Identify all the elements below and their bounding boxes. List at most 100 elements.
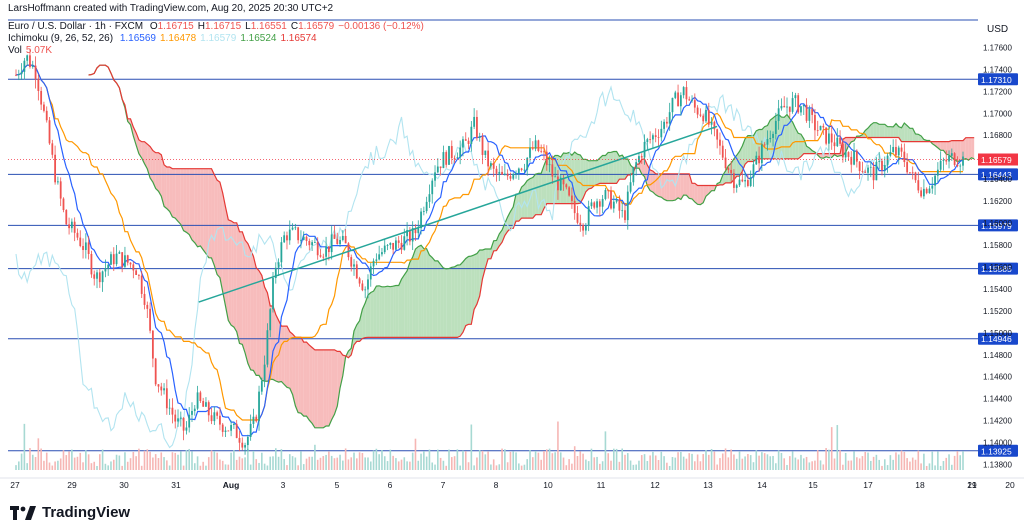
candle-body xyxy=(629,182,632,192)
volume-bar xyxy=(805,456,808,470)
candle-body xyxy=(241,442,244,448)
candle-body xyxy=(54,154,57,183)
volume-bar xyxy=(297,465,299,470)
volume-legend[interactable]: Vol 5.07K xyxy=(8,45,56,56)
candle-body xyxy=(934,175,936,186)
cloud-segment xyxy=(736,151,740,177)
candle-body xyxy=(733,173,735,188)
volume-bar xyxy=(364,457,366,470)
candle-body xyxy=(124,255,126,267)
cloud-segment xyxy=(884,124,888,138)
volume-bar xyxy=(858,458,861,470)
cloud-segment xyxy=(689,173,693,199)
candle-body xyxy=(956,164,959,167)
candle-body xyxy=(230,425,233,431)
volume-bar xyxy=(484,454,487,470)
volume-bar xyxy=(247,448,249,470)
candle-body xyxy=(582,225,584,231)
cloud-segment xyxy=(317,349,321,428)
volume-bar xyxy=(124,452,126,470)
candle-body xyxy=(149,308,151,331)
tradingview-brand[interactable]: TradingView xyxy=(10,504,130,521)
candle-body xyxy=(875,161,878,181)
candle-body xyxy=(202,400,205,407)
candle-body xyxy=(654,135,657,137)
candle-body xyxy=(118,252,121,254)
volume-bar xyxy=(48,462,51,470)
candle-body xyxy=(314,242,316,243)
candle-body xyxy=(646,139,649,142)
volume-bar xyxy=(775,463,777,470)
candle-body xyxy=(760,144,763,164)
volume-bar xyxy=(59,458,62,470)
cloud-segment xyxy=(172,168,176,219)
candle-body xyxy=(769,137,772,140)
ichimoku-legend[interactable]: Ichimoku (9, 26, 52, 26) 1.16569 1.16478 1… xyxy=(8,33,325,44)
x-tick-label: 6 xyxy=(388,480,393,490)
volume-bars xyxy=(15,421,964,470)
candle-body xyxy=(632,167,635,183)
candle-body xyxy=(498,171,501,174)
cloud-segment xyxy=(907,125,910,142)
candle-body xyxy=(612,201,615,209)
candle-body xyxy=(509,176,512,179)
volume-bar xyxy=(601,461,604,470)
volume-bar xyxy=(640,455,643,470)
volume-bar xyxy=(188,448,190,470)
candle-body xyxy=(607,190,610,191)
cloud-segment xyxy=(328,349,332,427)
candle-body xyxy=(800,106,802,113)
ichimoku-values: 1.16569 1.16478 1.16579 1.16524 1.16574 xyxy=(120,33,321,44)
cloud-segment xyxy=(516,193,519,222)
cloud-segment xyxy=(432,257,436,338)
cloud-segment xyxy=(256,267,260,376)
candle-body xyxy=(531,147,534,149)
cloud-segment xyxy=(482,249,486,279)
volume-bar xyxy=(434,464,436,470)
candle-body xyxy=(501,171,503,175)
volume-bar xyxy=(450,457,453,470)
x-tick-label: 21 xyxy=(967,480,977,490)
cloud-segment xyxy=(155,152,159,192)
cloud-segment xyxy=(429,254,433,338)
horizontal-levels: 1.17310 1.16443 1.15979 1.15585 1.14946 1.139… xyxy=(8,19,1018,457)
cloud-segment xyxy=(468,256,472,325)
candle-body xyxy=(98,272,101,283)
volume-bar xyxy=(129,458,132,470)
candle-body xyxy=(43,104,45,111)
volume-bar xyxy=(85,450,87,470)
candle-body xyxy=(579,222,582,226)
cloud-segment xyxy=(901,123,905,142)
candle-body xyxy=(26,55,29,61)
volume-bar xyxy=(478,450,481,470)
volume-bar xyxy=(115,454,118,470)
cloud-segment xyxy=(166,167,170,212)
volume-bar xyxy=(554,452,556,470)
volume-bar xyxy=(543,451,545,470)
cloud-segment xyxy=(334,349,338,415)
candle-body xyxy=(903,151,906,163)
candle-body xyxy=(375,259,378,261)
candle-body xyxy=(847,152,850,157)
volume-bar xyxy=(573,446,576,470)
x-tick-label: 19 xyxy=(967,480,977,490)
candle-body xyxy=(115,253,118,265)
volume-bar xyxy=(263,463,266,470)
candle-body xyxy=(693,100,696,108)
candle-body xyxy=(889,152,892,156)
volume-bar xyxy=(68,451,70,470)
volume-bar xyxy=(140,465,143,470)
volume-bar xyxy=(937,451,939,470)
cloud-segment xyxy=(504,216,508,236)
candle-body xyxy=(302,236,305,240)
volume-bar xyxy=(403,457,406,470)
volume-bar xyxy=(794,457,797,470)
volume-bar xyxy=(219,459,221,470)
candle-body xyxy=(897,147,900,156)
candle-body xyxy=(621,210,624,212)
volume-bar xyxy=(121,465,123,470)
candle-body xyxy=(604,190,607,199)
x-tick-label: 18 xyxy=(915,480,925,490)
symbol-legend[interactable]: Euro / U.S. Dollar · 1h · FXCM O1.16715 H… xyxy=(8,21,432,32)
